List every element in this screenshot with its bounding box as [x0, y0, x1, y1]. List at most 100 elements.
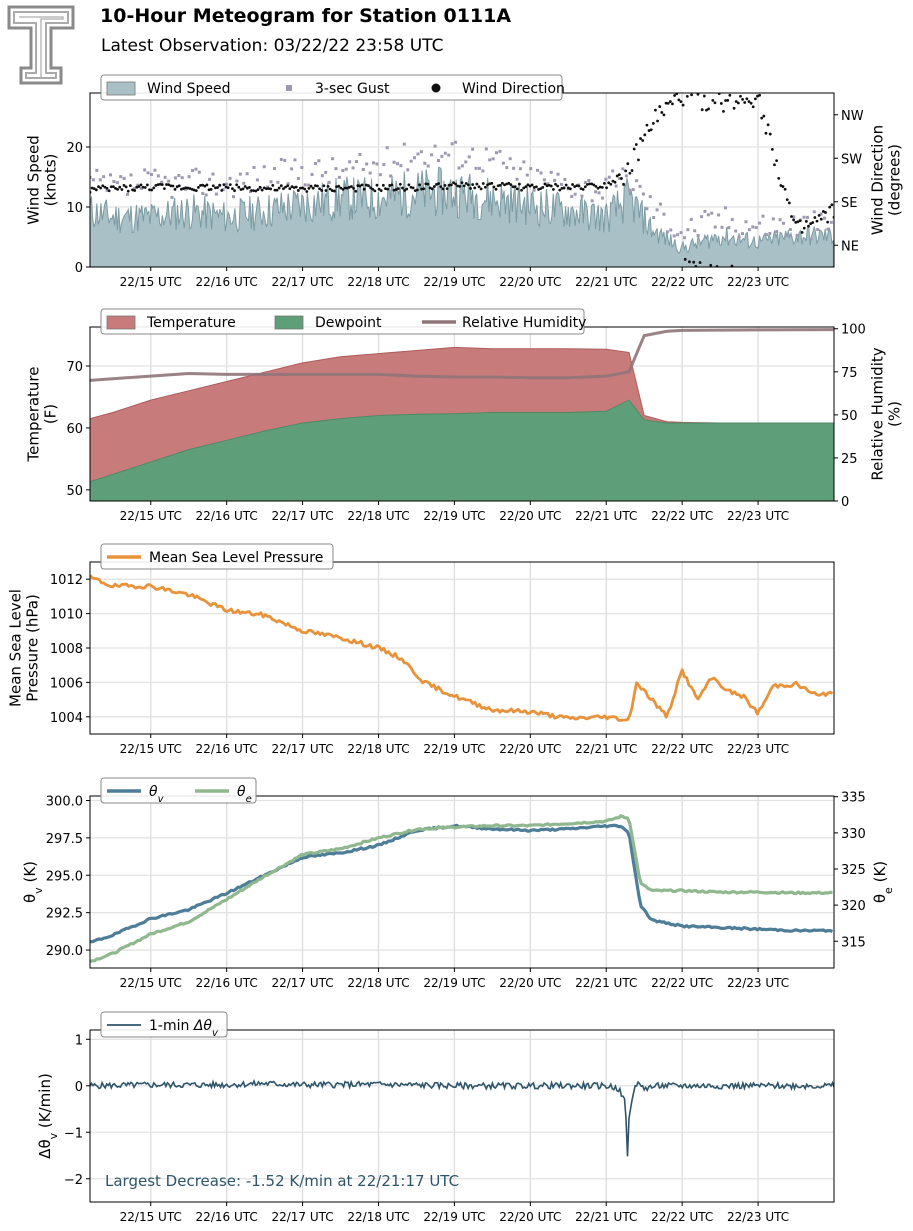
- gust-point: [556, 172, 560, 176]
- wind-direction-point: [396, 187, 400, 191]
- series-line-θv: [90, 823, 834, 944]
- gust-point: [146, 171, 150, 175]
- wind-direction-point: [632, 147, 636, 151]
- gust-point: [761, 214, 765, 218]
- wind-direction-point: [505, 182, 509, 186]
- gust-point: [266, 185, 270, 189]
- wind-direction-point: [547, 183, 551, 187]
- wind-direction-point: [305, 190, 309, 193]
- gust-point: [413, 156, 417, 160]
- gust-point: [440, 154, 444, 158]
- gust-point: [491, 157, 495, 161]
- gust-point: [559, 182, 563, 186]
- gust-point: [723, 206, 727, 210]
- wind-direction-point: [373, 189, 377, 193]
- wind-direction-point: [205, 183, 209, 187]
- y-tick-label: −1: [64, 1126, 83, 1141]
- wind-direction-point: [732, 106, 736, 110]
- x-tick-label: 22/22 UTC: [651, 509, 713, 523]
- relative-humidity-line: [90, 328, 834, 382]
- legend-label: Temperature: [146, 315, 236, 331]
- wind-direction-point: [626, 162, 630, 166]
- wind-direction-point: [250, 189, 253, 192]
- axes-frame: [89, 1029, 835, 1203]
- wind-direction-point: [617, 173, 621, 176]
- wind-direction-point: [488, 182, 492, 186]
- wind-direction-point: [186, 186, 190, 190]
- panel-wind: 22/15 UTC 22/16 UTC 22/17 UTC 22/18 UTC 22/1…: [25, 74, 904, 289]
- wind-direction-point: [111, 185, 115, 189]
- gust-point: [457, 166, 461, 170]
- wind-direction-point: [282, 187, 285, 191]
- wind-direction-point: [262, 186, 266, 190]
- x-tick-label: 22/15 UTC: [120, 976, 182, 990]
- gust-point: [348, 160, 352, 164]
- legend-label: 1-min Δθv: [149, 1018, 219, 1039]
- gust-point: [802, 215, 806, 219]
- wind-direction-point: [156, 183, 160, 187]
- wind-direction-point: [802, 226, 806, 230]
- x-tick-label: 22/18 UTC: [347, 509, 409, 523]
- wind-direction-point: [426, 182, 430, 186]
- wind-direction-point: [422, 187, 426, 191]
- y-tick-label: 0: [75, 1080, 83, 1095]
- wind-direction-point: [705, 108, 708, 112]
- wind-direction-point: [545, 184, 549, 188]
- page-subtitle: Latest Observation: 03/22/22 23:58 UTC: [101, 36, 444, 56]
- wind-direction-point: [420, 187, 424, 191]
- wind-direction-point: [432, 185, 436, 188]
- x-tick-label: 22/19 UTC: [423, 1210, 485, 1224]
- wind-direction-point: [537, 188, 540, 191]
- wind-direction-point: [322, 184, 326, 188]
- wind-direction-point: [760, 116, 764, 120]
- gust-point: [498, 149, 502, 153]
- wind-direction-point: [509, 183, 513, 187]
- x-tick-label: 22/17 UTC: [271, 976, 333, 990]
- legend-box: [100, 777, 257, 804]
- gust-point: [652, 216, 656, 220]
- wind-direction-point: [256, 188, 260, 192]
- gust-point: [126, 192, 130, 196]
- y-tick-label: 1012: [50, 573, 83, 588]
- wind-direction-point: [613, 180, 617, 184]
- wind-direction-point: [405, 187, 409, 191]
- wind-direction-point: [639, 137, 642, 140]
- wind-direction-point: [341, 187, 345, 191]
- gust-point: [655, 208, 659, 212]
- x-tick-label: 22/20 UTC: [499, 509, 561, 523]
- gust-point: [293, 158, 297, 162]
- x-tick-label: 22/20 UTC: [499, 976, 561, 990]
- wind-direction-point: [577, 184, 581, 188]
- y-axis-label-line: Temperature: [25, 366, 43, 462]
- gust-point: [177, 174, 181, 178]
- gust-point: [385, 146, 389, 150]
- wind-direction-point: [783, 187, 787, 191]
- gust-point: [621, 167, 625, 171]
- wind-direction-point: [654, 108, 657, 112]
- gust-point: [628, 188, 632, 192]
- wind-direction-point: [781, 185, 785, 188]
- wind-direction-point: [541, 185, 545, 189]
- gust-point: [792, 215, 796, 219]
- wind-direction-point: [398, 182, 402, 186]
- wind-direction-point: [141, 185, 145, 189]
- wind-direction-point: [785, 198, 789, 202]
- wind-direction-point: [413, 189, 417, 193]
- wind-direction-point: [707, 107, 710, 111]
- gust-point: [194, 167, 198, 171]
- gust-point: [648, 195, 652, 199]
- gust-point: [693, 229, 697, 233]
- gust-point: [768, 231, 772, 235]
- wind-direction-point: [94, 188, 98, 192]
- wind-direction-point: [328, 187, 332, 191]
- wind-direction-point: [558, 188, 562, 192]
- y2-tick-label: 325: [841, 863, 866, 878]
- gust-point: [143, 168, 147, 172]
- wind-direction-point: [696, 93, 700, 96]
- gust-point: [153, 168, 157, 172]
- y-tick-label: 1: [75, 1033, 83, 1048]
- wind-direction-point: [292, 186, 296, 189]
- gust-point: [324, 170, 328, 174]
- gust-point: [331, 157, 335, 161]
- wind-direction-point: [690, 93, 693, 97]
